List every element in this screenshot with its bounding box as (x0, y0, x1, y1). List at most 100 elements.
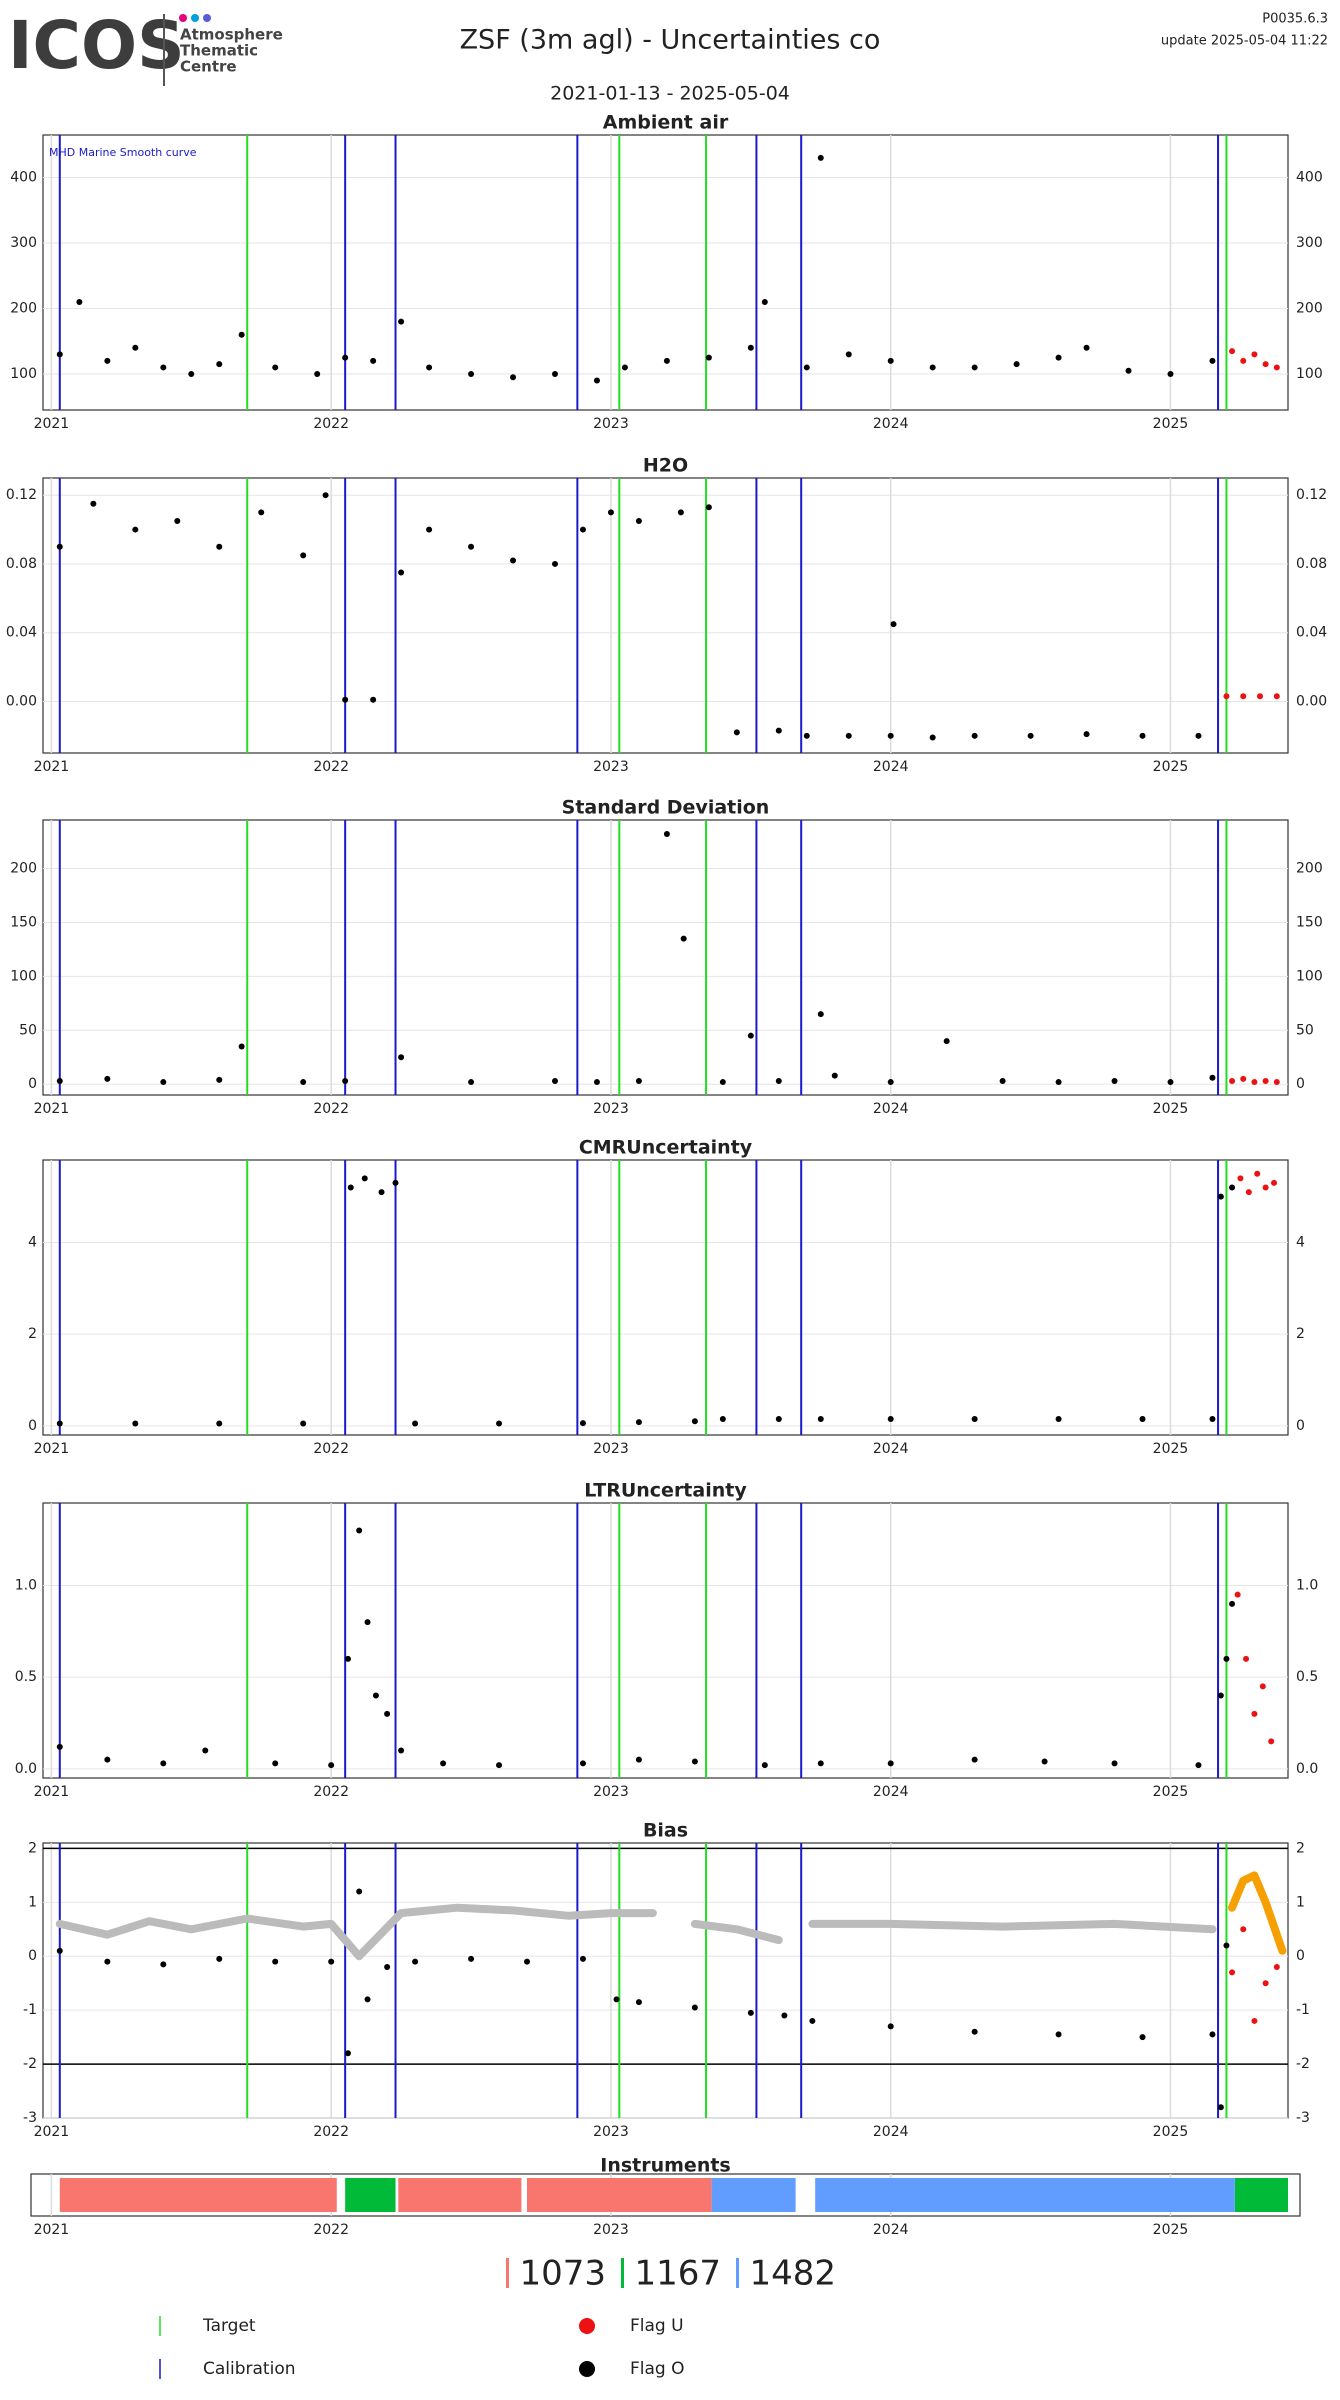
data-point (677, 509, 684, 516)
data-point (468, 370, 475, 377)
panel-title: Ambient air (603, 112, 729, 134)
data-point (1139, 732, 1146, 739)
y-tick-label: 1 (28, 1894, 37, 1910)
data-point (691, 1418, 698, 1425)
data-point (929, 734, 936, 741)
y-tick-label-right: 200 (1296, 301, 1323, 317)
data-point (468, 1955, 475, 1962)
legend-label: 1482 (750, 2254, 837, 2294)
data-point (1111, 1760, 1118, 1767)
x-tick-label: 2021 (34, 2222, 70, 2238)
x-tick-label: 2021 (34, 2124, 70, 2140)
data-point (56, 1077, 63, 1084)
data-point (1229, 1600, 1236, 1607)
x-tick-label: 2021 (34, 1441, 70, 1457)
data-point (398, 318, 405, 325)
data-point (817, 1415, 824, 1422)
data-point (1240, 357, 1247, 364)
y-tick-label: 0 (28, 1948, 37, 1964)
data-point (272, 1760, 279, 1767)
data-point (1055, 1079, 1062, 1086)
y-tick-label-right: 2 (1296, 1840, 1305, 1856)
legend-label: 1167 (635, 2254, 722, 2294)
y-tick-label-right: 4 (1296, 1235, 1305, 1251)
data-point (384, 1964, 391, 1971)
data-point (342, 1077, 349, 1084)
panel-title: Instruments (600, 2155, 731, 2177)
y-tick-label-right: 100 (1296, 366, 1323, 382)
data-point (1268, 1738, 1275, 1745)
data-point (1055, 2031, 1062, 2038)
y-tick-label: 400 (10, 170, 37, 186)
data-point (775, 727, 782, 734)
logo-dot (191, 14, 199, 22)
data-point (356, 1888, 363, 1895)
plot-frame (42, 819, 1289, 1096)
x-tick-label: 2023 (593, 2222, 629, 2238)
panel-title: LTRUncertainty (584, 1480, 747, 1502)
data-point (300, 1420, 307, 1427)
legend-label: Calibration (203, 2359, 296, 2379)
data-point (1251, 351, 1258, 358)
y-tick-label: 0.00 (6, 693, 37, 709)
x-tick-label: 2022 (313, 2124, 349, 2140)
data-point (524, 1958, 531, 1965)
data-point (440, 1760, 447, 1767)
data-point (775, 1077, 782, 1084)
data-point (579, 1760, 586, 1767)
data-point (635, 1756, 642, 1763)
data-point (347, 1184, 354, 1191)
logo-sub: Thematic (180, 42, 258, 60)
x-tick-label: 2023 (593, 1441, 629, 1457)
y-tick-label: 2 (28, 1326, 37, 1342)
data-point (1234, 1591, 1241, 1598)
data-point (817, 1760, 824, 1767)
y-tick-label-right: 1.0 (1296, 1578, 1318, 1594)
y-tick-label-right: -1 (1296, 2002, 1310, 2018)
x-tick-label: 2024 (873, 1784, 909, 1800)
data-point (929, 364, 936, 371)
logo-dot (179, 14, 187, 22)
data-point (56, 543, 63, 550)
data-point (1209, 1074, 1216, 1081)
y-tick-label: 0.04 (6, 625, 37, 641)
instrument-period (59, 2178, 337, 2212)
data-point (238, 331, 245, 338)
data-point (551, 560, 558, 567)
data-point (1273, 364, 1280, 371)
x-tick-label: 2024 (873, 416, 909, 432)
data-point (887, 732, 894, 739)
x-tick-label: 2021 (34, 759, 70, 775)
data-point (322, 492, 329, 499)
data-point (188, 370, 195, 377)
data-point (1083, 731, 1090, 738)
data-point (364, 1619, 371, 1626)
annotation: MHD Marine Smooth curve (49, 146, 197, 159)
data-point (378, 1189, 385, 1196)
data-point (344, 1655, 351, 1662)
y-tick-label: 200 (10, 861, 37, 877)
data-point (1240, 1075, 1247, 1082)
data-point (356, 1527, 363, 1534)
data-point (551, 1077, 558, 1084)
data-point (364, 1996, 371, 2003)
data-point (680, 935, 687, 942)
data-point (76, 298, 83, 305)
data-point (1251, 1710, 1258, 1717)
data-point (551, 370, 558, 377)
data-point (1195, 1762, 1202, 1769)
data-point (370, 696, 377, 703)
data-point (1027, 732, 1034, 739)
data-point (747, 1032, 754, 1039)
y-tick-label-right: 200 (1296, 861, 1323, 877)
y-tick-label: 100 (10, 366, 37, 382)
data-point (1013, 361, 1020, 368)
x-tick-label: 2022 (313, 2222, 349, 2238)
x-tick-label: 2023 (593, 416, 629, 432)
data-point (579, 1955, 586, 1962)
plot-frame (42, 134, 1289, 411)
x-tick-label: 2023 (593, 759, 629, 775)
data-point (272, 364, 279, 371)
data-point (132, 344, 139, 351)
data-point (635, 1077, 642, 1084)
